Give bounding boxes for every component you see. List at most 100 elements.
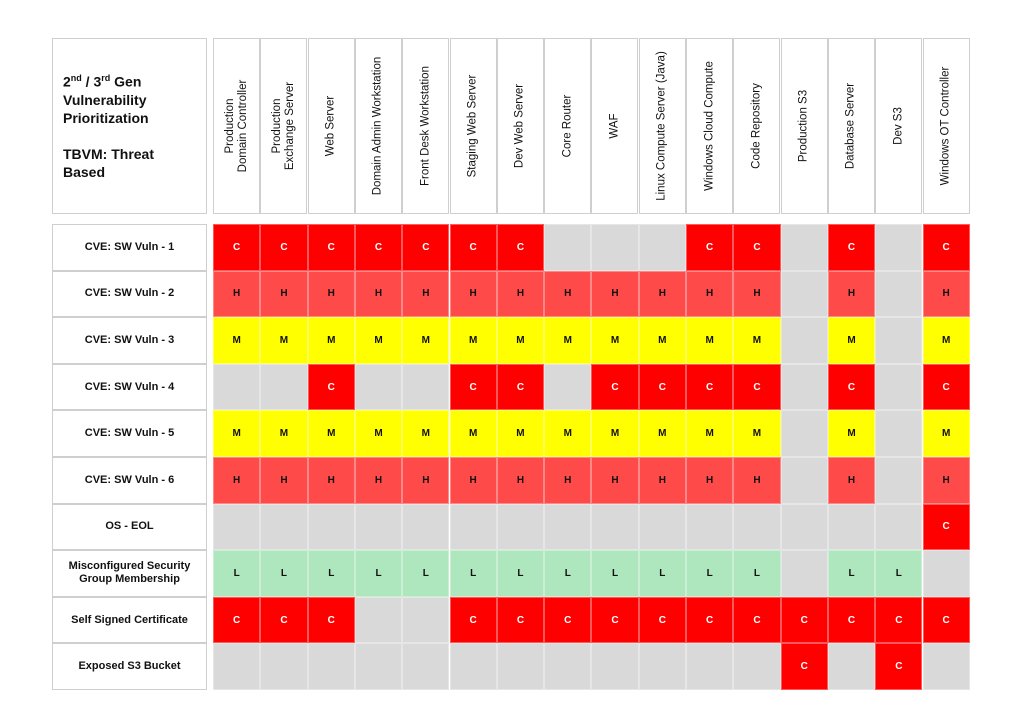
priority-cell: C	[922, 224, 970, 271]
priority-cell: H	[544, 457, 592, 504]
column-header-label: Code Repository	[750, 83, 763, 169]
priority-cell: M	[686, 410, 734, 457]
priority-cell	[307, 643, 355, 690]
priority-cell	[686, 503, 734, 551]
priority-cell	[354, 363, 403, 411]
priority-cell: H	[591, 270, 639, 318]
column-header: Windows OT Controller	[922, 38, 970, 214]
priority-cell	[875, 410, 923, 457]
column-header: WAF	[591, 38, 639, 214]
priority-cell	[544, 224, 592, 271]
priority-cell: C	[307, 596, 355, 644]
priority-cell	[544, 503, 592, 551]
priority-cell: L	[686, 550, 734, 597]
priority-cell: H	[402, 270, 450, 318]
priority-cell	[780, 410, 828, 457]
column-header: Windows Cloud Compute	[686, 38, 733, 214]
priority-cell	[307, 503, 355, 551]
priority-cell: H	[496, 457, 545, 504]
priority-cell: M	[402, 317, 450, 364]
priority-cell	[922, 643, 970, 690]
priority-cell: M	[260, 410, 308, 457]
priority-cell: C	[354, 224, 403, 271]
column-header: Production S3	[780, 38, 828, 214]
priority-cell: M	[591, 317, 639, 364]
subtitle-line-1: TBVM: Threat	[63, 145, 154, 162]
priority-cell: H	[213, 270, 261, 318]
priority-cell	[638, 224, 686, 271]
priority-cell: C	[827, 596, 876, 644]
priority-cell	[213, 643, 261, 690]
priority-cell: M	[449, 317, 497, 364]
column-header-label: Production Domain Controller	[223, 79, 249, 173]
priority-cell: L	[496, 550, 545, 597]
priority-cell	[780, 224, 828, 271]
title-line-vulnerability: Vulnerability	[63, 91, 147, 108]
column-header-label: Database Server	[844, 82, 857, 170]
priority-cell: M	[496, 410, 545, 457]
priority-cell: C	[827, 224, 876, 271]
priority-cell	[733, 643, 781, 690]
priority-cell: C	[638, 363, 686, 411]
priority-cell: C	[686, 596, 734, 644]
priority-cell	[827, 643, 876, 690]
title-gen-2: 2	[63, 73, 71, 90]
priority-cell: H	[922, 457, 970, 504]
priority-cell: C	[780, 596, 828, 644]
column-header-label: Linux Compute Server (Java)	[655, 51, 668, 201]
priority-cell: M	[638, 410, 686, 457]
priority-cell: M	[260, 317, 308, 364]
row-label: Misconfigured Security Group Membership	[52, 550, 207, 597]
priority-cell: L	[733, 550, 781, 597]
priority-cell: C	[922, 363, 970, 411]
column-header: Front Desk Workstation	[402, 38, 450, 214]
priority-cell: M	[591, 410, 639, 457]
priority-cell	[402, 643, 450, 690]
priority-cell: M	[827, 317, 876, 364]
priority-cell	[780, 550, 828, 597]
priority-cell: M	[402, 410, 450, 457]
priority-cell: L	[449, 550, 497, 597]
column-header: Dev S3	[875, 38, 923, 214]
table-title: 2nd / 3rd Gen Vulnerability Prioritizati…	[63, 69, 154, 181]
priority-cell: C	[449, 596, 497, 644]
priority-cell: H	[449, 270, 497, 318]
priority-cell	[496, 503, 545, 551]
priority-cell: H	[922, 270, 970, 318]
priority-cell: C	[307, 224, 355, 271]
title-line-prioritization: Prioritization	[63, 109, 149, 126]
row-label: CVE: SW Vuln - 1	[52, 224, 207, 271]
priority-cell: M	[307, 410, 355, 457]
priority-cell: L	[213, 550, 261, 597]
row-label: Self Signed Certificate	[52, 596, 207, 644]
column-header-label: Windows OT Controller	[939, 66, 952, 186]
priority-cell: L	[591, 550, 639, 597]
priority-cell	[780, 457, 828, 504]
row-label: CVE: SW Vuln - 6	[52, 457, 207, 504]
table-subtitle: TBVM: Threat Based	[63, 145, 154, 181]
column-header-label: Dev Web Server	[513, 83, 526, 169]
priority-cell	[354, 596, 403, 644]
column-header: Database Server	[827, 38, 875, 214]
column-header-label: Production S3	[797, 89, 810, 163]
priority-cell: H	[733, 457, 781, 504]
priority-cell: M	[733, 317, 781, 364]
priority-cell: C	[638, 596, 686, 644]
title-gen-word: Gen	[110, 73, 142, 90]
priority-cell	[354, 643, 403, 690]
priority-cell: C	[686, 363, 734, 411]
priority-cell: H	[354, 270, 403, 318]
priority-cell	[875, 503, 923, 551]
row-label: CVE: SW Vuln - 4	[52, 363, 207, 411]
priority-cell: M	[213, 410, 261, 457]
priority-cell	[260, 643, 308, 690]
column-header-label: Domain Admin Workstation	[371, 56, 384, 196]
priority-cell: M	[354, 317, 403, 364]
priority-cell: C	[875, 643, 923, 690]
priority-cell	[213, 503, 261, 551]
priority-cell: M	[496, 317, 545, 364]
priority-cell: M	[354, 410, 403, 457]
priority-cell: H	[544, 270, 592, 318]
priority-cell: L	[638, 550, 686, 597]
priority-cell: C	[780, 643, 828, 690]
